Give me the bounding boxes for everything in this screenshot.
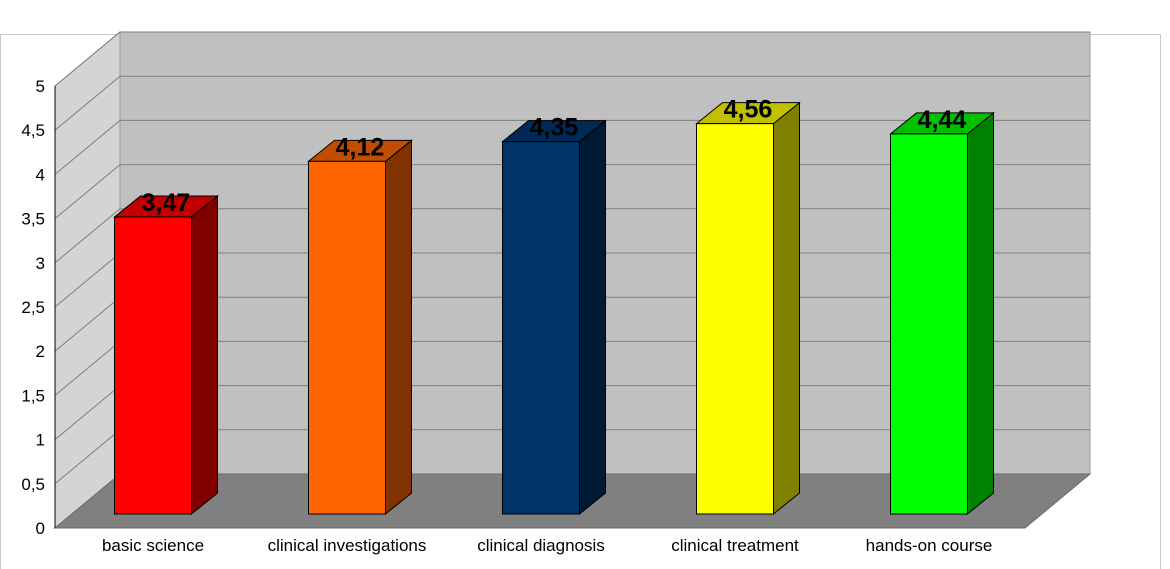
bar-side: [385, 139, 412, 516]
bar: [501, 119, 607, 516]
data-label: 4,35: [530, 114, 579, 142]
y-tick-label: 4: [36, 165, 45, 184]
y-tick-label: 4,5: [21, 121, 45, 140]
bar-front: [696, 123, 774, 515]
bar-side: [773, 101, 800, 516]
gridline: [54, 31, 1090, 87]
x-tick-label: hands-on course: [866, 536, 993, 555]
y-tick-label: 1: [36, 431, 45, 450]
y-tick-label: 2: [36, 342, 45, 361]
y-tick-label: 5: [36, 77, 45, 96]
data-label: 4,12: [336, 133, 385, 161]
bar: [307, 139, 413, 516]
bar-front: [890, 133, 968, 515]
bars: [113, 101, 995, 516]
y-axis: 0 0,5 1 1,5 2 2,5 3 3,5 4 4,5 5: [21, 77, 56, 538]
x-tick-label: clinical diagnosis: [477, 536, 605, 555]
bar: [113, 194, 219, 516]
y-tick-label: 2,5: [21, 298, 45, 317]
data-label: 3,47: [142, 189, 191, 217]
data-label: 4,44: [918, 106, 967, 134]
y-tick-label: 0: [36, 519, 45, 538]
bar: [889, 111, 995, 516]
y-tick-label: 0,5: [21, 475, 45, 494]
y-tick-label: 1,5: [21, 386, 45, 405]
bar-side: [967, 111, 994, 516]
bar-side: [579, 119, 606, 516]
gridline: [54, 75, 1090, 131]
bar-front: [502, 141, 580, 515]
data-label: 4,56: [724, 96, 773, 124]
x-tick-label: clinical treatment: [671, 536, 799, 555]
bar-front: [114, 216, 192, 515]
x-tick-label: clinical investigations: [268, 536, 427, 555]
bar-front: [308, 160, 386, 515]
bar: [695, 101, 801, 516]
y-tick-label: 3: [36, 254, 45, 273]
bar-side: [191, 194, 218, 516]
x-tick-label: basic science: [102, 536, 204, 555]
y-tick-label: 3,5: [21, 210, 45, 229]
x-axis: basic science clinical investigations clin…: [102, 536, 992, 555]
data-labels: 3,47 4,12 4,35 4,56 4,44: [142, 96, 967, 217]
